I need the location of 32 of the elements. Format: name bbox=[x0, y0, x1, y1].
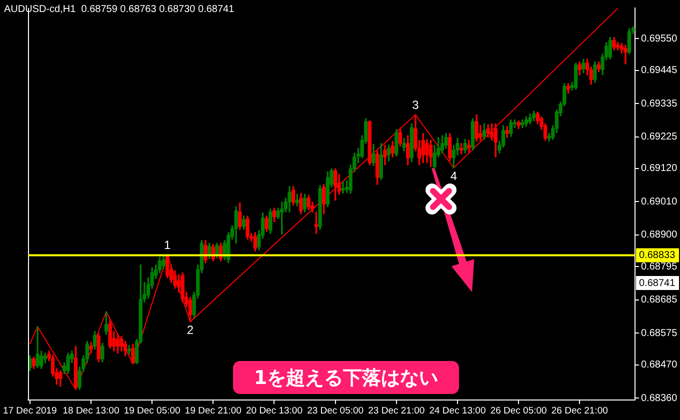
y-tick-label: 0.69225 bbox=[641, 132, 678, 143]
x-tick-label: 26 Dec 21:00 bbox=[551, 405, 608, 416]
x-tick-label: 17 Dec 2019 bbox=[2, 405, 57, 416]
y-tick-label: 0.68470 bbox=[641, 360, 678, 371]
y-tick-label: 0.68360 bbox=[641, 392, 678, 404]
x-tick-label: 26 Dec 05:00 bbox=[490, 405, 547, 416]
x-tick-label: 20 Dec 13:00 bbox=[246, 405, 302, 416]
x-tick-label: 23 Dec 21:00 bbox=[368, 405, 425, 416]
candlestick bbox=[624, 44, 628, 64]
x-tick-label: 24 Dec 13:00 bbox=[429, 405, 486, 416]
annotation: 1 bbox=[164, 238, 171, 252]
annotation: 3 bbox=[412, 98, 420, 112]
x-tick-label: 19 Dec 05:00 bbox=[124, 405, 180, 416]
chart-title: AUDUSD-cd,H1 0.68759 0.68763 0.68730 0.68741 bbox=[4, 4, 235, 15]
candlestick bbox=[341, 182, 345, 194]
y-tick-label: 0.69335 bbox=[641, 98, 678, 110]
x-tick-label: 18 Dec 13:00 bbox=[62, 405, 120, 416]
annotation: 4 bbox=[450, 169, 458, 184]
y-tick-label: 0.68685 bbox=[641, 294, 678, 306]
y-tick-label: 0.69445 bbox=[641, 65, 678, 76]
annotation: 0.68741 bbox=[639, 278, 676, 289]
y-tick-label: 0.69550 bbox=[641, 33, 678, 44]
y-tick-label: 0.68575 bbox=[641, 328, 678, 339]
ref-line-label: 0.68833 bbox=[639, 250, 676, 261]
annotation: 2 bbox=[186, 323, 194, 338]
annotation: 1を超える下落はない bbox=[233, 361, 459, 394]
x-tick-label: 19 Dec 21:00 bbox=[184, 405, 242, 416]
y-tick-label: 0.68900 bbox=[641, 230, 678, 241]
y-tick-label: 0.69010 bbox=[641, 196, 678, 208]
y-tick-label: 0.68795 bbox=[641, 261, 678, 272]
y-tick-label: 0.69120 bbox=[641, 163, 678, 174]
x-tick-label: 23 Dec 05:00 bbox=[307, 405, 364, 416]
